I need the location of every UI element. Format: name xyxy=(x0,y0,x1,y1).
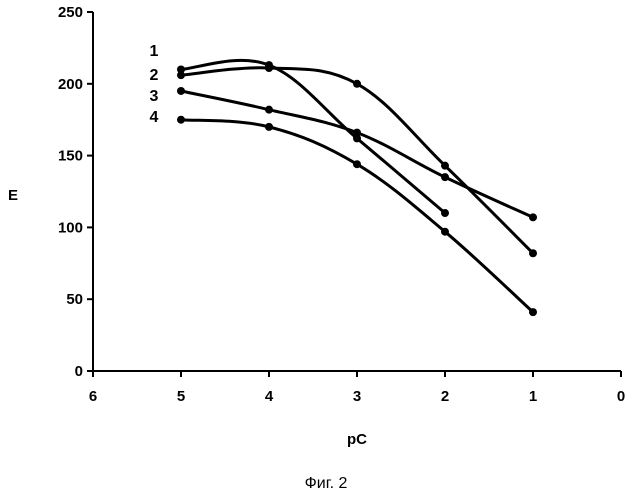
data-point xyxy=(353,80,361,88)
y-tick-label: 50 xyxy=(66,291,83,308)
data-point xyxy=(353,129,361,137)
data-point xyxy=(177,87,185,95)
y-tick-label: 100 xyxy=(58,219,83,236)
x-tick-label: 4 xyxy=(265,388,274,405)
data-point xyxy=(177,116,185,124)
data-point xyxy=(441,228,449,236)
x-axis-title: pC xyxy=(347,431,367,448)
x-axis-ticks: 6 5 4 3 2 1 0 xyxy=(89,371,625,405)
series-group xyxy=(177,60,537,316)
series-label-1: 1 xyxy=(150,43,159,60)
data-point xyxy=(529,213,537,221)
x-tick-label: 3 xyxy=(353,388,361,405)
series-label-3: 3 xyxy=(150,88,159,105)
data-point xyxy=(353,160,361,168)
series-line-4 xyxy=(181,120,533,312)
data-point xyxy=(177,71,185,79)
x-tick-label: 2 xyxy=(441,388,449,405)
data-point xyxy=(529,249,537,257)
y-axis-title: E xyxy=(8,187,18,204)
y-tick-label: 250 xyxy=(58,4,83,21)
data-point xyxy=(441,173,449,181)
series-labels: 1 2 3 4 xyxy=(150,43,159,126)
y-tick-label: 150 xyxy=(58,148,83,165)
data-point xyxy=(265,64,273,72)
figure-caption: Фиг. 2 xyxy=(305,475,348,492)
series-line-1 xyxy=(181,60,445,213)
data-point xyxy=(265,106,273,114)
x-tick-label: 0 xyxy=(617,388,625,405)
y-tick-label: 200 xyxy=(58,76,83,93)
x-tick-label: 1 xyxy=(529,388,537,405)
data-point xyxy=(265,123,273,131)
series-label-2: 2 xyxy=(150,67,159,84)
x-tick-label: 6 xyxy=(89,388,97,405)
data-point xyxy=(441,209,449,217)
data-point xyxy=(441,162,449,170)
series-label-4: 4 xyxy=(150,109,159,126)
y-tick-label: 0 xyxy=(75,363,83,380)
y-axis-ticks: 0 50 100 150 200 250 xyxy=(58,4,93,380)
x-tick-label: 5 xyxy=(177,388,185,405)
data-point xyxy=(529,308,537,316)
